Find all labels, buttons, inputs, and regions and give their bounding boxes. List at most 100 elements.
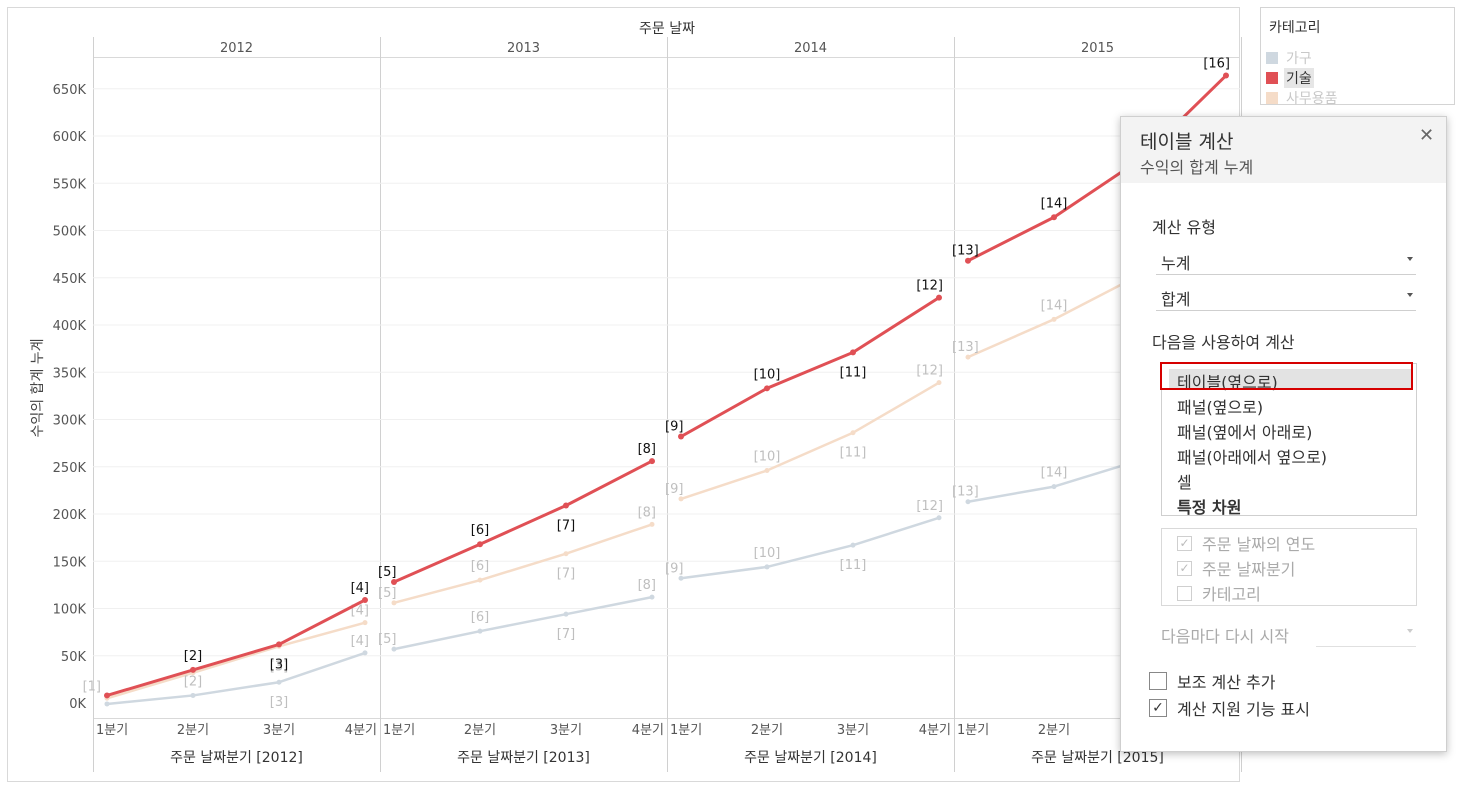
data-label: [16]	[1203, 57, 1230, 72]
legend-label: 가구	[1286, 51, 1312, 67]
x-tick-label: 3분기	[837, 723, 869, 738]
data-point-사무용품	[850, 430, 856, 436]
dimension-list: ✓ 주문 날짜의 연도 ✓ 주문 날짜분기 카테고리	[1161, 528, 1417, 606]
y-tick-label: 150K	[53, 555, 87, 570]
dimension-label: 주문 날짜의 연도	[1202, 535, 1316, 554]
aggregation-dropdown[interactable]: 합계	[1156, 284, 1416, 311]
x-tick-label: 3분기	[550, 723, 582, 738]
data-label: [11]	[840, 558, 867, 573]
data-label: [12]	[916, 499, 943, 514]
data-label: [4]	[351, 634, 369, 649]
data-label: [3]	[270, 659, 288, 674]
close-icon[interactable]: ✕	[1419, 125, 1435, 146]
restart-every-dropdown[interactable]	[1316, 620, 1416, 647]
data-label: [14]	[1041, 196, 1068, 211]
data-point-기술	[276, 641, 282, 648]
x-tick-label: 4분기	[345, 723, 377, 738]
data-point-사무용품	[362, 620, 368, 626]
data-point-가구	[563, 611, 569, 617]
panel-footer-label: 주문 날짜분기 [2014]	[744, 750, 877, 766]
show-calc-assist[interactable]: ✓ 계산 지원 기능 표시	[1149, 698, 1311, 719]
y-tick-label: 100K	[53, 603, 87, 618]
data-label: [9]	[665, 482, 683, 497]
data-point-가구	[965, 499, 971, 505]
series-line-기술	[106, 598, 366, 697]
data-label: [6]	[471, 523, 489, 538]
data-point-기술	[936, 294, 942, 301]
compute-using-label: 다음을 사용하여 계산	[1152, 333, 1295, 352]
data-point-사무용품	[764, 468, 770, 474]
data-point-기술	[1051, 214, 1057, 221]
data-label: [13]	[952, 340, 979, 355]
table-calculation-dialog: 테이블 계산 수익의 합계 누계 ✕ 계산 유형 누계 합계 다음을 사용하여 …	[1120, 116, 1447, 752]
dialog-subtitle: 수익의 합계 누계	[1140, 158, 1254, 177]
data-label: [2]	[184, 674, 202, 689]
checkbox[interactable]	[1149, 672, 1167, 690]
data-label: [12]	[916, 279, 943, 294]
x-tick-label: 2분기	[751, 723, 783, 738]
data-label: [6]	[471, 559, 489, 574]
x-tick-label: 2분기	[177, 723, 209, 738]
checkbox[interactable]: ✓	[1149, 699, 1167, 717]
compute-option-pane-across[interactable]: 패널(옆으로)	[1177, 398, 1264, 417]
legend-item-office-supplies[interactable]: 사무용품	[1266, 89, 1340, 107]
year-header: 2012	[220, 41, 253, 56]
data-label: [1]	[83, 679, 101, 694]
calc-assist-label: 계산 지원 기능 표시	[1177, 700, 1311, 719]
data-label: [5]	[378, 565, 396, 580]
calc-type-value: 누계	[1161, 254, 1191, 273]
data-label: [14]	[1041, 466, 1068, 481]
dimension-quarter[interactable]: ✓ 주문 날짜분기	[1177, 558, 1295, 579]
y-axis-title: 수익의 합계 누계	[30, 338, 46, 437]
data-label: [8]	[638, 442, 656, 457]
x-tick-label: 3분기	[263, 723, 295, 738]
dimension-label: 카테고리	[1202, 585, 1261, 604]
dialog-header: 테이블 계산 수익의 합계 누계 ✕	[1121, 117, 1446, 183]
data-point-가구	[764, 564, 770, 570]
legend-item-furniture[interactable]: 가구	[1266, 49, 1314, 67]
chevron-down-icon	[1407, 293, 1413, 297]
data-point-사무용품	[1051, 316, 1057, 322]
calc-type-dropdown[interactable]: 누계	[1156, 248, 1416, 275]
data-label: [7]	[557, 567, 575, 582]
y-tick-label: 550K	[53, 177, 87, 192]
compute-option-pane-down-across[interactable]: 패널(아래에서 옆으로)	[1177, 448, 1328, 467]
y-tick-label: 500K	[53, 225, 87, 240]
series-line-사무용품	[680, 381, 940, 501]
compute-option-table-across[interactable]: 테이블(옆으로)	[1169, 369, 1413, 392]
y-tick-label: 450K	[53, 272, 87, 287]
compute-option-pane-across-down[interactable]: 패널(옆에서 아래로)	[1177, 423, 1313, 442]
compute-option-specific-dimensions[interactable]: 특정 차원	[1177, 498, 1242, 517]
data-label: [3]	[270, 695, 288, 710]
line-chart: 주문 날짜 2012 2013 2014 2015 0K 50K 100K 150K 200K 25…	[7, 7, 1242, 782]
data-point-가구	[1051, 484, 1057, 490]
legend-swatch	[1266, 52, 1278, 64]
y-tick-label: 400K	[53, 319, 87, 334]
checkbox[interactable]: ✓	[1177, 535, 1192, 551]
data-point-가구	[936, 515, 942, 521]
year-header: 2014	[794, 41, 827, 56]
data-point-사무용품	[391, 600, 397, 606]
y-tick-label: 650K	[53, 83, 87, 98]
compute-using-list: 테이블(옆으로) 패널(옆으로) 패널(옆에서 아래로) 패널(아래에서 옆으로…	[1161, 363, 1417, 517]
data-label: [8]	[638, 505, 656, 520]
data-point-가구	[190, 692, 196, 698]
data-label: [9]	[665, 420, 683, 435]
compute-option-cell[interactable]: 셀	[1177, 473, 1192, 492]
add-secondary-calc[interactable]: 보조 계산 추가	[1149, 671, 1276, 692]
data-label: [12]	[916, 364, 943, 379]
panel-footer-label: 주문 날짜분기 [2015]	[1031, 750, 1164, 766]
data-point-사무용품	[965, 354, 971, 360]
legend-item-technology[interactable]: 기술	[1266, 68, 1314, 88]
y-tick-label: 50K	[61, 650, 87, 665]
x-tick-label: 4분기	[919, 723, 951, 738]
data-point-기술	[563, 502, 569, 509]
data-label: [10]	[754, 450, 781, 465]
dimension-year[interactable]: ✓ 주문 날짜의 연도	[1177, 533, 1316, 554]
checkbox[interactable]: ✓	[1177, 560, 1192, 576]
legend-title: 카테고리	[1269, 20, 1321, 36]
dimension-category[interactable]: 카테고리	[1177, 583, 1261, 604]
selection-highlight	[1160, 362, 1413, 390]
data-label: [10]	[754, 546, 781, 561]
checkbox[interactable]	[1177, 585, 1192, 601]
